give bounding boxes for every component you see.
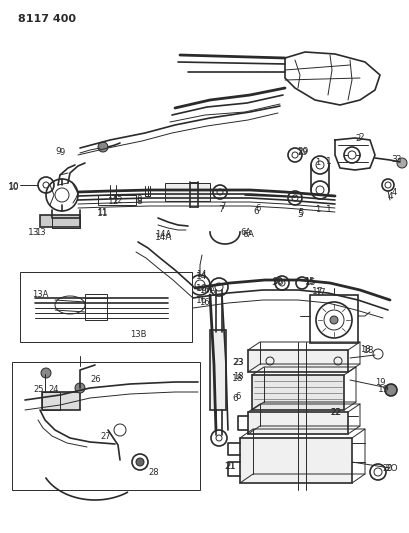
Circle shape (75, 383, 85, 393)
Text: 1: 1 (314, 158, 319, 167)
Text: 16A: 16A (196, 284, 213, 293)
Text: 14A: 14A (155, 230, 171, 239)
Text: 16: 16 (198, 298, 209, 307)
Text: 6: 6 (254, 204, 260, 213)
Bar (85, 294, 107, 320)
Text: 23: 23 (232, 358, 243, 367)
Text: 6A: 6A (241, 230, 253, 239)
Bar (20, 272, 191, 342)
Text: 9: 9 (60, 148, 65, 157)
Bar (239, 438, 351, 483)
Text: 10: 10 (8, 182, 18, 191)
Bar (247, 350, 347, 372)
Text: 3: 3 (394, 155, 400, 164)
Text: 29: 29 (296, 147, 308, 156)
Circle shape (41, 368, 51, 378)
Text: 6: 6 (252, 207, 258, 216)
Bar (42, 392, 80, 410)
Text: 27: 27 (100, 432, 110, 441)
Text: 11: 11 (97, 208, 107, 217)
Text: 13B: 13B (130, 330, 146, 339)
Text: 6: 6 (231, 394, 237, 403)
Text: 14: 14 (196, 270, 206, 279)
Text: 2O: 2O (384, 464, 397, 473)
Text: 8117 400: 8117 400 (18, 14, 76, 24)
Text: 19: 19 (374, 378, 384, 387)
Text: 28: 28 (148, 468, 158, 477)
Text: 14A: 14A (155, 233, 172, 242)
Text: 22: 22 (329, 408, 339, 417)
Text: 1: 1 (314, 205, 319, 214)
Text: 6: 6 (234, 392, 240, 401)
Text: 1: 1 (325, 157, 331, 166)
Text: 2: 2 (357, 133, 363, 142)
Text: 12: 12 (112, 196, 122, 205)
Text: 17: 17 (311, 287, 323, 296)
Text: 21: 21 (223, 462, 235, 471)
Text: 13: 13 (28, 228, 39, 237)
Text: 16: 16 (196, 296, 207, 305)
Bar (40, 215, 80, 227)
Text: 4: 4 (391, 188, 396, 197)
Text: 10: 10 (8, 183, 20, 192)
Text: 11: 11 (97, 209, 108, 218)
Text: 29: 29 (296, 148, 307, 157)
Text: 13: 13 (35, 228, 45, 237)
Text: 3O: 3O (270, 278, 283, 287)
Circle shape (98, 142, 108, 152)
Text: 2: 2 (354, 134, 360, 143)
Text: 15: 15 (303, 277, 314, 286)
Text: 18: 18 (362, 346, 373, 355)
Text: 7: 7 (218, 205, 223, 214)
Text: 18: 18 (359, 345, 370, 354)
Text: 25: 25 (33, 385, 43, 394)
Circle shape (396, 158, 406, 168)
Text: 21: 21 (225, 462, 235, 471)
Text: 5: 5 (297, 208, 303, 217)
Bar (12, 362, 200, 490)
Text: 7: 7 (220, 202, 225, 211)
Text: 8: 8 (136, 195, 141, 204)
Text: 15: 15 (304, 278, 316, 287)
Text: 19: 19 (377, 385, 389, 394)
Text: 5: 5 (296, 210, 302, 219)
Text: 18: 18 (232, 372, 243, 381)
Text: 18: 18 (231, 374, 243, 383)
Bar (42, 392, 60, 410)
Text: 23: 23 (231, 358, 243, 367)
Text: 1: 1 (325, 205, 331, 214)
Text: 22: 22 (329, 408, 340, 417)
Circle shape (384, 384, 396, 396)
Circle shape (329, 316, 337, 324)
Bar (209, 330, 225, 410)
Text: 26: 26 (90, 375, 100, 384)
Text: 24: 24 (48, 385, 58, 394)
Bar (309, 295, 357, 343)
Bar (247, 412, 347, 434)
Circle shape (136, 458, 144, 466)
Text: 12: 12 (108, 197, 119, 206)
Text: 30: 30 (271, 277, 282, 286)
Bar (98, 195, 136, 205)
Text: 9: 9 (55, 147, 61, 156)
Text: 20: 20 (381, 464, 391, 473)
Text: 16A: 16A (198, 286, 215, 295)
Text: 17: 17 (314, 288, 325, 297)
Text: 13A: 13A (32, 290, 48, 299)
Bar (164, 183, 209, 201)
Bar (252, 375, 343, 410)
Text: 4: 4 (387, 192, 393, 201)
Text: 8: 8 (136, 197, 142, 206)
Text: 3: 3 (390, 155, 396, 164)
Text: 6A: 6A (239, 228, 250, 237)
Text: 14: 14 (196, 272, 207, 281)
